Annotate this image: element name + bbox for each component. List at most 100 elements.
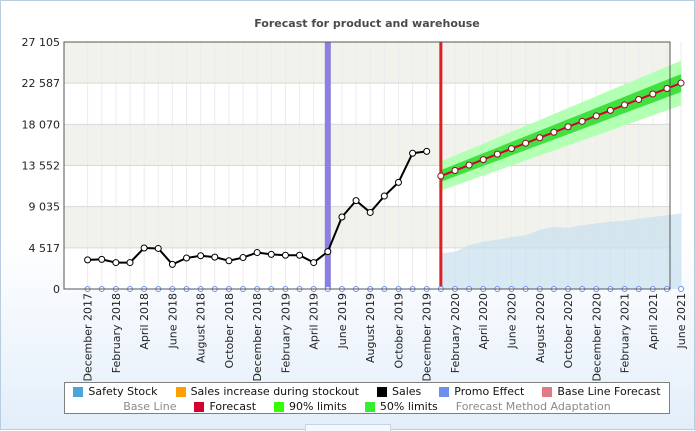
sales-point (338, 213, 346, 221)
plot-band (64, 42, 670, 84)
plot-band (64, 165, 670, 207)
sales-point (253, 249, 261, 257)
legend-item[interactable]: 90% limits (274, 400, 347, 413)
x-tick-label: June 2019 (336, 293, 349, 349)
y-tick-label: 0 (53, 283, 60, 296)
legend-item[interactable]: Sales increase during stockout (175, 385, 359, 398)
legend-label: Sales increase during stockout (190, 385, 359, 398)
x-tick-label: June 2020 (506, 293, 519, 349)
forecast-point (635, 95, 643, 103)
confidence-bands (440, 60, 682, 191)
sales-point (267, 250, 275, 258)
y-tick-label: 9 035 (29, 201, 61, 214)
legend-label: Sales (392, 385, 422, 398)
sales-point (112, 259, 120, 267)
legend-label: Base Line (123, 400, 177, 413)
legend-swatch (542, 386, 553, 397)
safety-stock-area-shape (440, 213, 682, 289)
legend-swatch (274, 401, 285, 412)
forecast-point (663, 85, 671, 93)
forecast-point (606, 106, 614, 114)
forecast-point (649, 90, 657, 98)
sales-point (225, 257, 233, 265)
sales-point (310, 259, 318, 267)
axes (63, 41, 671, 290)
legend-label: Forecast (209, 400, 257, 413)
chart-legend: Safety Stock Sales increase during stocko… (64, 382, 670, 414)
legend-swatch (439, 386, 450, 397)
legend-swatch (364, 401, 375, 412)
y-tick-label: 27 105 (22, 36, 61, 49)
sales-point (394, 178, 402, 186)
legend-label: Base Line Forecast (557, 385, 661, 398)
legend-label: Safety Stock (88, 385, 158, 398)
forecast-point (508, 145, 515, 153)
x-tick-label: February 2018 (110, 293, 123, 373)
sales-point (352, 197, 360, 205)
chart-title: Forecast for product and warehouse (254, 17, 480, 30)
x-tick-label: April 2019 (308, 293, 321, 350)
legend-item[interactable]: Base Line (123, 400, 176, 413)
x-tick-label: August 2019 (364, 293, 377, 363)
sales-point (98, 255, 106, 263)
legend-item[interactable]: Forecast (194, 400, 256, 413)
y-tick-label: 22 587 (22, 77, 61, 90)
y-axis-ticks: 0 4 517 9 035 13 552 18 070 22 587 27 105 (22, 36, 61, 296)
legend-swatch (175, 386, 186, 397)
x-tick-label: February 2019 (279, 293, 292, 373)
forecast-point (677, 79, 685, 87)
forecast-point (536, 134, 544, 142)
x-tick-label: April 2020 (477, 293, 490, 350)
sales-point (140, 244, 148, 252)
sales-point (296, 251, 304, 259)
sales-point (168, 260, 176, 268)
y-tick-label: 13 552 (22, 160, 61, 173)
legend-label: Promo Effect (454, 385, 525, 398)
bottom-tab-handle[interactable] (305, 424, 391, 431)
sales-point (239, 254, 247, 262)
forecast-point (493, 150, 501, 158)
legend-item[interactable]: Promo Effect (439, 385, 524, 398)
forecast-point (437, 172, 445, 180)
sales-point (409, 149, 417, 157)
legend-item[interactable]: Base Line Forecast (542, 385, 661, 398)
sales-point (423, 147, 431, 155)
legend-swatch (377, 386, 387, 397)
sales-point (126, 259, 134, 267)
forecast-point (564, 123, 572, 131)
forecast-point (621, 101, 629, 109)
legend-item[interactable]: Sales (377, 385, 421, 398)
sales-point (154, 244, 162, 252)
x-tick-label: April 2018 (138, 293, 151, 350)
x-axis-ticks: December 2017 February 2018 April 2018 June… (82, 293, 688, 382)
x-tick-label: August 2020 (534, 293, 547, 363)
legend-label: Forecast Method Adaptation (455, 400, 611, 413)
x-tick-label: February 2020 (449, 293, 462, 373)
legend-item[interactable]: Forecast Method Adaptation (456, 400, 611, 413)
legend-item[interactable]: 50% limits (364, 400, 438, 413)
legend-item[interactable]: Safety Stock (73, 385, 158, 398)
sales-point (84, 256, 92, 264)
legend-label: 50% limits (379, 400, 438, 413)
sales-point (197, 252, 205, 260)
x-tick-label: October 2019 (393, 293, 406, 369)
x-tick-label: October 2020 (562, 293, 575, 369)
x-tick-label: October 2018 (223, 293, 236, 369)
x-tick-label: December 2018 (251, 293, 264, 382)
safety-stock-area (440, 213, 682, 289)
forecast-point (522, 139, 530, 147)
y-tick-label: 4 517 (29, 242, 61, 255)
legend-label: 90% limits (289, 400, 347, 413)
legend-swatch (194, 401, 205, 412)
plot-border (63, 41, 671, 290)
legend-row-2: Base Line Forecast 90% limits 50% limits For… (65, 399, 669, 414)
sales-point (281, 251, 289, 259)
forecast-point (465, 161, 473, 169)
legend-row-1: Safety Stock Sales increase during stocko… (65, 384, 669, 399)
x-tick-label: December 2020 (590, 293, 603, 382)
forecast-point (578, 117, 586, 125)
baseline-point (678, 286, 685, 292)
forecast-point (451, 167, 459, 175)
x-tick-label: June 2021 (675, 293, 688, 349)
